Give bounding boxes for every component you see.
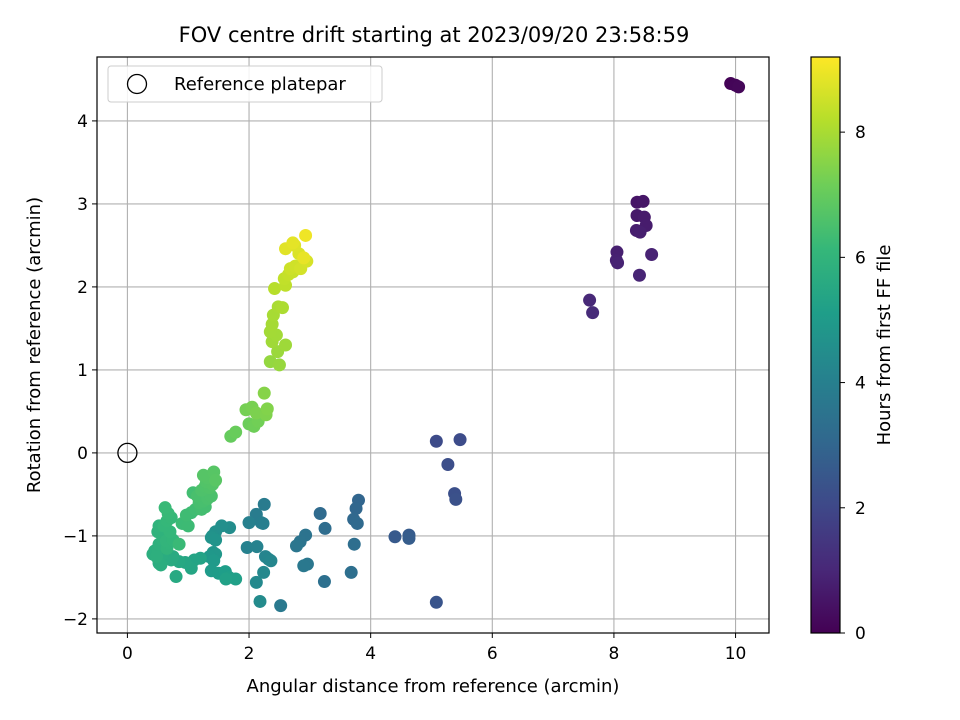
data-point xyxy=(350,516,364,530)
y-tick-label: −1 xyxy=(63,527,88,547)
data-point xyxy=(272,358,286,372)
colorbar xyxy=(810,56,841,634)
y-tick-label: −2 xyxy=(63,610,88,630)
x-axis-ticks: 0 2 4 6 8 10 xyxy=(122,633,746,664)
data-point xyxy=(275,301,289,315)
data-point xyxy=(632,268,646,282)
colorbar-label: Hours from first FF file xyxy=(874,245,895,446)
y-tick-label: 2 xyxy=(77,278,88,298)
data-point xyxy=(253,594,267,608)
data-point xyxy=(429,595,443,609)
data-point xyxy=(181,519,195,533)
data-point xyxy=(268,282,282,296)
colorbar-tick-label: 2 xyxy=(855,499,866,519)
chart-title: FOV centre drift starting at 2023/09/20 … xyxy=(179,23,690,47)
data-point xyxy=(344,565,358,579)
y-tick-label: 0 xyxy=(77,444,88,464)
data-point xyxy=(449,492,463,506)
data-point xyxy=(250,540,264,554)
legend-label: Reference platepar xyxy=(174,74,346,95)
data-point xyxy=(441,458,455,472)
y-axis-label: Rotation from reference (arcmin) xyxy=(24,197,45,493)
data-point xyxy=(257,386,271,400)
data-points xyxy=(146,77,746,613)
data-point xyxy=(349,502,363,516)
data-point xyxy=(289,539,303,553)
data-point xyxy=(242,516,256,530)
data-point xyxy=(286,236,300,250)
x-tick-label: 6 xyxy=(487,644,498,664)
y-axis-ticks: −2 −1 0 1 2 3 4 xyxy=(63,112,97,630)
colorbar-tick-label: 6 xyxy=(855,248,866,268)
y-tick-label: 4 xyxy=(77,112,88,132)
reference-platepar-marker xyxy=(117,442,138,464)
data-point xyxy=(240,541,254,555)
data-point xyxy=(299,228,313,242)
data-point xyxy=(279,338,293,352)
legend-marker-open-circle xyxy=(126,73,148,95)
data-point xyxy=(209,533,223,547)
data-point xyxy=(172,537,186,551)
data-point xyxy=(219,572,233,586)
data-point xyxy=(257,565,271,579)
data-point xyxy=(453,433,467,447)
data-point xyxy=(274,599,288,613)
legend-box xyxy=(107,65,383,103)
data-point xyxy=(317,575,331,589)
data-point xyxy=(633,225,647,239)
data-point xyxy=(209,473,223,487)
data-point xyxy=(169,570,183,584)
colorbar-tick-label: 8 xyxy=(855,123,866,143)
plot-area-frame xyxy=(96,56,770,634)
x-tick-label: 0 xyxy=(122,644,133,664)
data-point xyxy=(611,256,625,270)
data-point xyxy=(636,194,650,208)
x-axis-label: Angular distance from reference (arcmin) xyxy=(247,676,620,697)
data-point xyxy=(313,506,327,520)
colorbar-ticks: 0 2 4 6 8 xyxy=(840,123,866,644)
data-point xyxy=(388,530,402,544)
x-tick-label: 10 xyxy=(725,644,747,664)
legend: Reference platepar xyxy=(107,65,383,103)
x-tick-label: 2 xyxy=(244,644,255,664)
data-point xyxy=(318,521,332,535)
data-point xyxy=(583,293,597,307)
data-point xyxy=(297,251,311,265)
colorbar-tick-label: 0 xyxy=(855,624,866,644)
x-tick-label: 4 xyxy=(365,644,376,664)
data-point xyxy=(257,497,271,511)
data-point xyxy=(249,575,263,589)
data-point xyxy=(732,80,746,94)
data-point xyxy=(229,425,243,439)
data-point xyxy=(256,516,270,530)
data-point xyxy=(207,554,221,568)
data-point xyxy=(402,531,416,545)
data-point xyxy=(260,402,274,416)
data-point xyxy=(645,248,659,262)
data-point xyxy=(150,550,164,564)
data-point xyxy=(196,468,210,482)
data-point xyxy=(347,537,361,551)
data-point xyxy=(429,434,443,448)
y-tick-label: 3 xyxy=(77,195,88,215)
colorbar-tick-label: 4 xyxy=(855,374,866,394)
data-point xyxy=(586,306,600,320)
data-point xyxy=(249,406,263,420)
reference-point xyxy=(117,442,138,464)
data-point xyxy=(158,501,172,515)
y-tick-label: 1 xyxy=(77,361,88,381)
data-point xyxy=(297,559,311,573)
x-tick-label: 8 xyxy=(609,644,620,664)
data-point xyxy=(229,572,243,586)
data-point xyxy=(264,554,278,568)
